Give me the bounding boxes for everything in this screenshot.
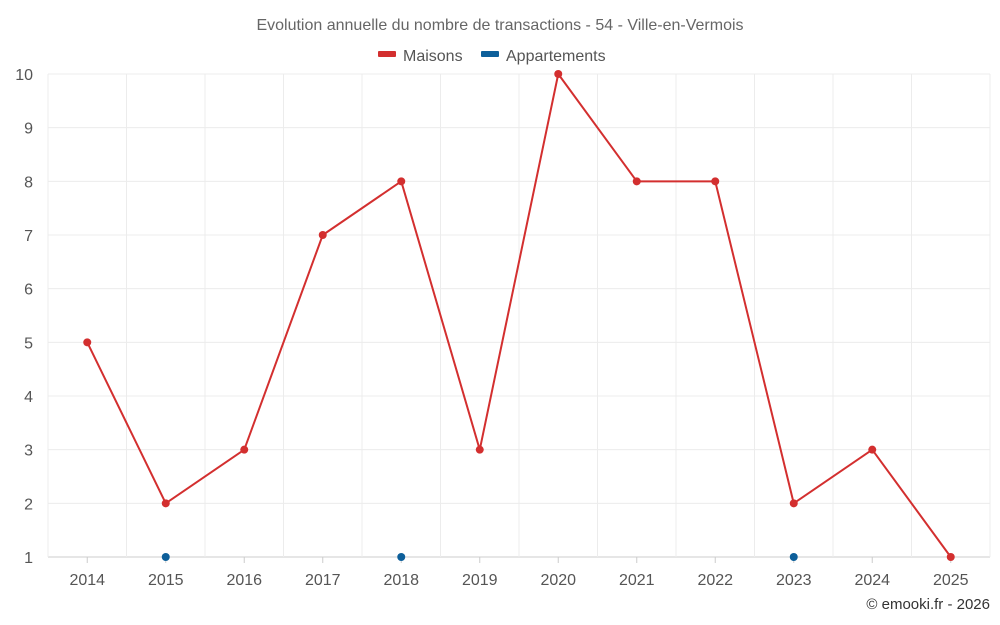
data-point-maisons[interactable] <box>554 70 563 78</box>
data-point-maisons[interactable] <box>240 445 249 454</box>
x-tick-label: 2019 <box>462 572 498 589</box>
y-tick-label: 2 <box>24 496 33 513</box>
x-tick-label: 2024 <box>854 572 890 589</box>
series-line-maisons <box>86 73 952 558</box>
credit-text: © emooki.fr - 2026 <box>866 596 990 613</box>
data-point-maisons[interactable] <box>318 231 327 239</box>
y-tick-label: 7 <box>24 228 33 245</box>
legend-label-maisons: Maisons <box>403 48 463 65</box>
y-tick-label: 4 <box>24 389 33 406</box>
x-tick-label: 2016 <box>226 572 262 589</box>
legend-swatch-appartements <box>481 51 499 57</box>
chart-title: Evolution annuelle du nombre de transact… <box>256 17 743 34</box>
y-tick-label: 3 <box>24 443 33 460</box>
y-axis: 1 2 3 4 5 6 7 8 9 10 <box>15 67 33 567</box>
y-tick-label: 10 <box>15 67 33 84</box>
x-tick-label: 2022 <box>697 572 733 589</box>
legend-swatch-maisons <box>378 51 396 57</box>
x-tick-label: 2015 <box>148 572 184 589</box>
data-point-appartements[interactable] <box>789 553 798 561</box>
data-point-maisons[interactable] <box>161 499 170 508</box>
legend: Maisons Appartements <box>378 48 606 65</box>
x-tick-label: 2018 <box>383 572 419 589</box>
x-tick-label: 2014 <box>69 572 105 589</box>
y-tick-label: 9 <box>24 121 33 138</box>
data-point-maisons[interactable] <box>711 177 720 186</box>
plot-area <box>83 70 955 561</box>
y-tick-label: 6 <box>24 282 33 299</box>
y-tick-label: 1 <box>24 550 33 567</box>
y-tick-label: 8 <box>24 174 33 191</box>
x-tick-label: 2025 <box>933 572 969 589</box>
legend-item-maisons[interactable]: Maisons <box>378 48 463 65</box>
data-point-maisons[interactable] <box>632 177 641 186</box>
y-tick-label: 5 <box>24 335 33 352</box>
data-point-maisons[interactable] <box>83 338 92 347</box>
legend-label-appartements: Appartements <box>506 48 606 65</box>
data-point-appartements[interactable] <box>161 553 170 561</box>
x-tick-label: 2020 <box>540 572 576 589</box>
legend-item-appartements[interactable]: Appartements <box>481 48 606 65</box>
x-tick-label: 2021 <box>619 572 655 589</box>
x-tick-label: 2017 <box>305 572 341 589</box>
data-point-appartements[interactable] <box>397 553 406 561</box>
x-axis: 2014 2015 2016 2017 2018 2019 2020 2021 2022 2023… <box>69 557 969 589</box>
data-point-maisons[interactable] <box>475 445 484 454</box>
grid <box>47 73 991 558</box>
data-point-maisons[interactable] <box>868 445 877 454</box>
x-tick-label: 2023 <box>776 572 812 589</box>
data-point-maisons[interactable] <box>397 177 406 186</box>
data-point-maisons[interactable] <box>789 499 798 508</box>
data-point-maisons[interactable] <box>946 553 955 561</box>
